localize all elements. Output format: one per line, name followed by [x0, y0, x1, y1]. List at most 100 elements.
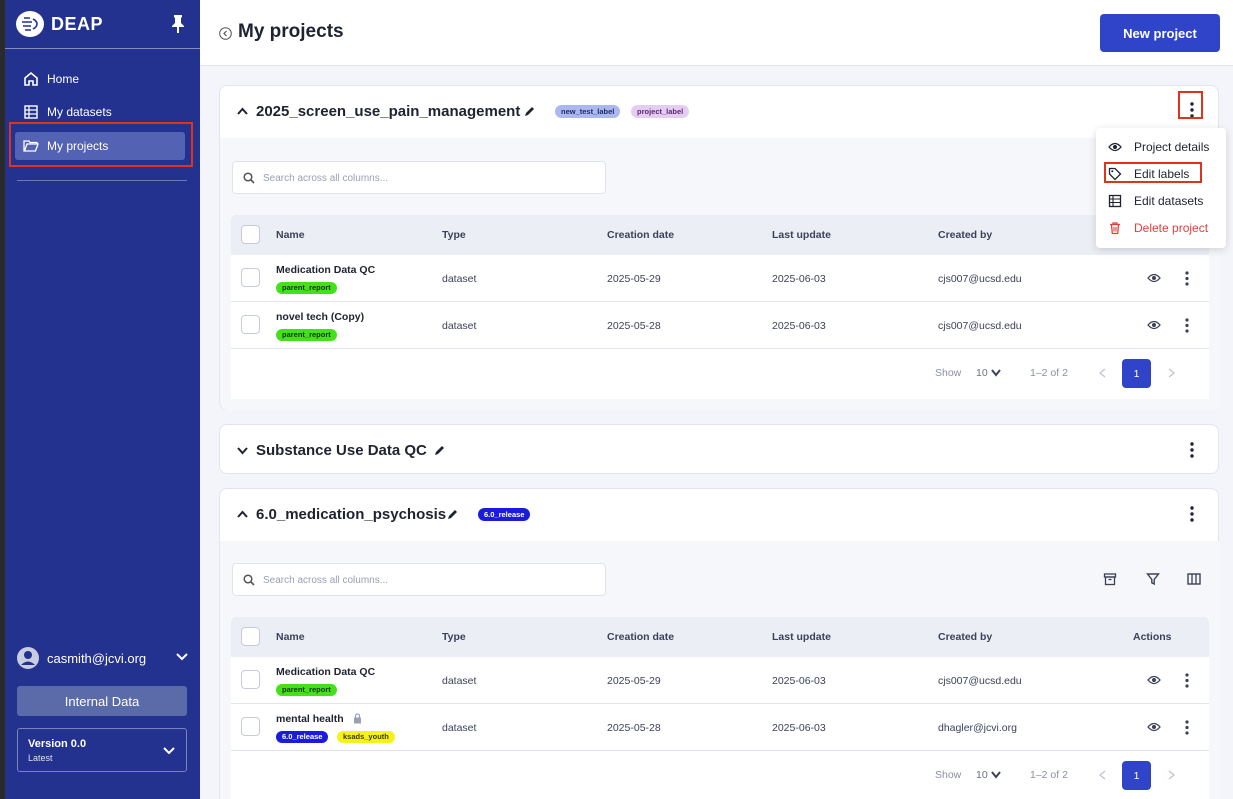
datasets-table: Name Type Creation date Last update Crea…: [231, 617, 1209, 799]
last-update: 2025-06-03: [772, 320, 826, 332]
dataset-tag: parent_report: [276, 329, 337, 341]
project-label: project_label: [631, 105, 690, 118]
project-title: 6.0_medication_psychosis: [256, 506, 447, 523]
menu-item-label: Project details: [1134, 140, 1210, 154]
menu-item-delete-project[interactable]: Delete project: [1108, 218, 1208, 238]
chevron-up-icon[interactable]: [236, 105, 249, 118]
page-title: My projects: [238, 21, 344, 42]
menu-item-edit-datasets[interactable]: Edit datasets: [1108, 191, 1203, 211]
pin-icon[interactable]: [170, 14, 186, 34]
highlight-box: [1178, 91, 1203, 119]
pagination: Show 10 1–2 of 2 1: [231, 349, 1209, 399]
eye-icon[interactable]: [1147, 674, 1161, 686]
dataset-name[interactable]: novel tech (Copy): [276, 311, 365, 323]
chevron-down-icon[interactable]: [236, 444, 249, 457]
dataset-type: dataset: [442, 722, 477, 734]
search-field[interactable]: [232, 161, 606, 194]
chevron-down-icon[interactable]: [991, 369, 1001, 377]
column-type[interactable]: Type: [442, 229, 466, 241]
brain-logo-icon: [16, 11, 44, 37]
kebab-menu-icon[interactable]: [1185, 673, 1189, 688]
user-email: casmith@jcvi.org: [47, 650, 147, 666]
search-field[interactable]: [232, 563, 606, 596]
archive-icon[interactable]: [1103, 572, 1117, 586]
chevron-down-icon[interactable]: [175, 650, 189, 664]
pencil-icon[interactable]: [446, 508, 459, 521]
chevron-right-icon[interactable]: [1168, 770, 1175, 780]
version-selector[interactable]: Version 0.0 Latest: [17, 728, 187, 772]
eye-icon[interactable]: [1147, 319, 1161, 331]
dataset-type: dataset: [442, 675, 477, 687]
collapse-left-icon[interactable]: [219, 27, 232, 40]
project-header[interactable]: 2025_screen_use_pain_management new_test…: [220, 86, 1220, 134]
dataset-tag: parent_report: [276, 684, 337, 696]
table-row[interactable]: mental health 6.0_release ksads_youth da…: [231, 704, 1209, 751]
eye-icon[interactable]: [1147, 721, 1161, 733]
new-project-button[interactable]: New project: [1100, 14, 1220, 52]
row-checkbox[interactable]: [241, 268, 260, 287]
table-row[interactable]: Medication Data QC parent_report dataset…: [231, 255, 1209, 302]
pencil-icon[interactable]: [433, 444, 446, 457]
table-row[interactable]: Medication Data QC parent_report dataset…: [231, 657, 1209, 704]
sidebar-divider: [5, 48, 200, 49]
column-type[interactable]: Type: [442, 631, 466, 643]
column-created-by[interactable]: Created by: [938, 631, 993, 643]
row-checkbox[interactable]: [241, 315, 260, 334]
row-checkbox[interactable]: [241, 717, 260, 736]
page-size-select[interactable]: 10: [976, 367, 988, 379]
dataset-name[interactable]: Medication Data QC: [276, 264, 376, 276]
chevron-left-icon[interactable]: [1099, 770, 1106, 780]
sidebar-item-home[interactable]: Home: [15, 65, 185, 93]
project-header[interactable]: 6.0_medication_psychosis 6.0_release: [220, 489, 1220, 537]
project-title: Substance Use Data QC: [256, 442, 427, 459]
chevron-up-icon[interactable]: [236, 508, 249, 521]
sidebar-item-my-projects[interactable]: My projects: [15, 132, 185, 160]
page-number-button[interactable]: 1: [1122, 761, 1151, 790]
eye-icon[interactable]: [1147, 272, 1161, 284]
kebab-menu-icon[interactable]: [1185, 720, 1189, 735]
page-number-button[interactable]: 1: [1122, 359, 1151, 388]
column-name[interactable]: Name: [276, 631, 305, 643]
user-menu[interactable]: casmith@jcvi.org: [17, 645, 189, 671]
chevron-right-icon[interactable]: [1168, 368, 1175, 378]
kebab-menu-icon[interactable]: [1185, 271, 1189, 286]
creation-date: 2025-05-29: [607, 273, 661, 285]
kebab-menu-icon[interactable]: [1190, 442, 1194, 458]
search-input[interactable]: [263, 572, 593, 588]
columns-icon[interactable]: [1187, 572, 1201, 586]
menu-item-project-details[interactable]: Project details: [1108, 137, 1209, 157]
internal-data-button[interactable]: Internal Data: [17, 686, 187, 716]
last-update: 2025-06-03: [772, 675, 826, 687]
row-checkbox[interactable]: [241, 670, 260, 689]
sidebar-item-my-datasets[interactable]: My datasets: [15, 98, 185, 126]
menu-item-edit-labels[interactable]: Edit labels: [1108, 164, 1189, 184]
user-icon: [21, 651, 35, 665]
page-size-select[interactable]: 10: [976, 769, 988, 781]
column-last-update[interactable]: Last update: [772, 631, 831, 643]
column-last-update[interactable]: Last update: [772, 229, 831, 241]
chevron-left-icon[interactable]: [1099, 368, 1106, 378]
column-created-by[interactable]: Created by: [938, 229, 993, 241]
search-input[interactable]: [263, 170, 593, 186]
dataset-tag: 6.0_release: [276, 731, 329, 743]
project-header[interactable]: Substance Use Data QC: [220, 425, 1220, 473]
kebab-menu-icon[interactable]: [1185, 318, 1189, 333]
pencil-icon[interactable]: [523, 105, 536, 118]
chevron-down-icon[interactable]: [991, 771, 1001, 779]
version-subtitle: Latest: [28, 753, 53, 763]
dataset-name[interactable]: mental health: [276, 713, 344, 725]
column-creation-date[interactable]: Creation date: [607, 631, 675, 643]
project-label: 6.0_release: [478, 508, 531, 521]
dataset-name[interactable]: Medication Data QC: [276, 666, 376, 678]
table-row[interactable]: novel tech (Copy) parent_report dataset …: [231, 302, 1209, 349]
filter-icon[interactable]: [1146, 572, 1160, 586]
kebab-menu-icon[interactable]: [1190, 506, 1194, 522]
column-name[interactable]: Name: [276, 229, 305, 241]
trash-icon: [1110, 222, 1120, 235]
column-creation-date[interactable]: Creation date: [607, 229, 675, 241]
select-all-checkbox[interactable]: [241, 627, 260, 646]
logo[interactable]: DEAP: [15, 10, 103, 38]
pagination: Show 10 1–2 of 2 1: [231, 751, 1209, 799]
select-all-checkbox[interactable]: [241, 225, 260, 244]
kebab-menu-icon[interactable]: [1190, 102, 1194, 118]
